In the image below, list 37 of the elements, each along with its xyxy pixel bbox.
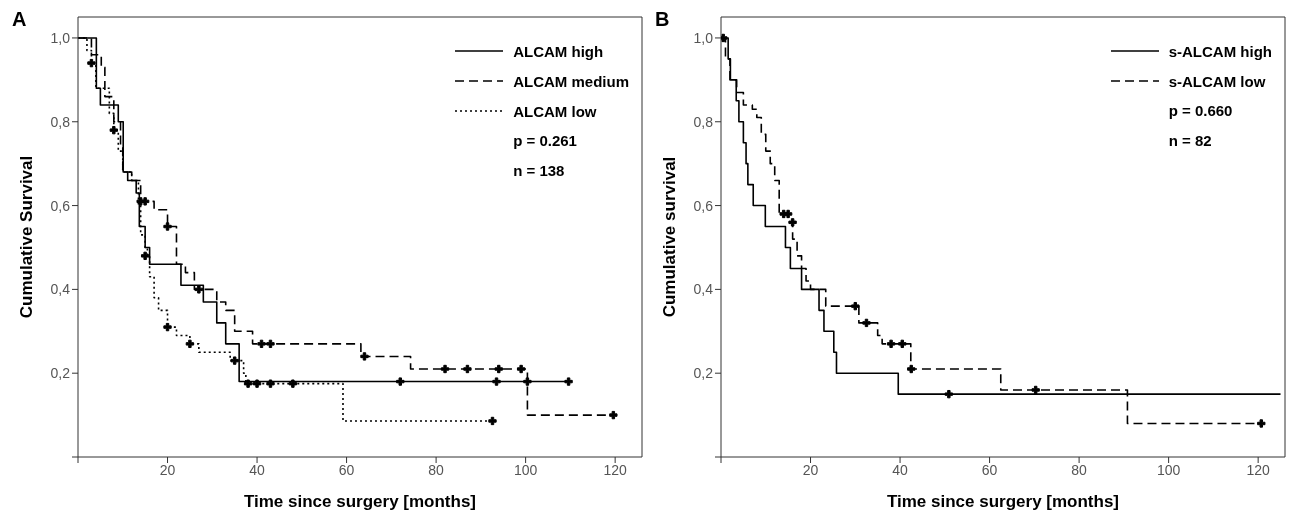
y-axis-title: Cumulative survival (660, 156, 680, 318)
y-tick-label: 0,2 (693, 365, 714, 382)
x-tick-label: 40 (892, 461, 909, 478)
legend-label: ALCAM low (513, 102, 597, 120)
chart-title: B (655, 8, 670, 31)
annotation: n = 138 (512, 161, 566, 181)
x-tick-label: 60 (981, 461, 998, 478)
x-axis-title: Time since surgery [months] (886, 492, 1120, 511)
y-tick-label: 0,6 (50, 197, 71, 214)
legend-label: ALCAM high (513, 42, 604, 60)
annotation: p = 0.660 (1167, 101, 1234, 121)
x-tick-label: 120 (1246, 461, 1271, 478)
legend-label: s-ALCAM low (1168, 72, 1266, 90)
y-tick-label: 0,6 (693, 197, 714, 214)
x-tick-label: 20 (159, 461, 176, 478)
x-tick-label: 120 (603, 461, 628, 478)
annotation: n = 82 (1167, 131, 1213, 151)
x-tick-label: 100 (1156, 461, 1181, 478)
x-tick-label: 40 (249, 461, 266, 478)
y-tick-label: 1,0 (693, 29, 714, 46)
y-tick-label: 0,8 (693, 113, 714, 130)
x-tick-label: 80 (428, 461, 445, 478)
legend-label: ALCAM medium (513, 72, 629, 90)
legend-label: s-ALCAM high (1168, 42, 1272, 60)
y-tick-label: 0,2 (50, 365, 71, 382)
y-axis-title: Cumulative Survival (17, 155, 37, 319)
annotation: p = 0.261 (512, 131, 578, 151)
y-tick-label: 0,4 (693, 281, 714, 298)
y-tick-label: 0,8 (50, 113, 71, 130)
x-axis-title: Time since surgery [months] (243, 492, 477, 511)
y-tick-label: 1,0 (50, 29, 71, 46)
x-tick-label: 20 (802, 461, 819, 478)
chart-title: A (12, 8, 27, 31)
x-tick-label: 60 (338, 461, 355, 478)
x-tick-label: 100 (513, 461, 538, 478)
x-tick-label: 80 (1071, 461, 1088, 478)
y-tick-label: 0,4 (50, 281, 71, 298)
